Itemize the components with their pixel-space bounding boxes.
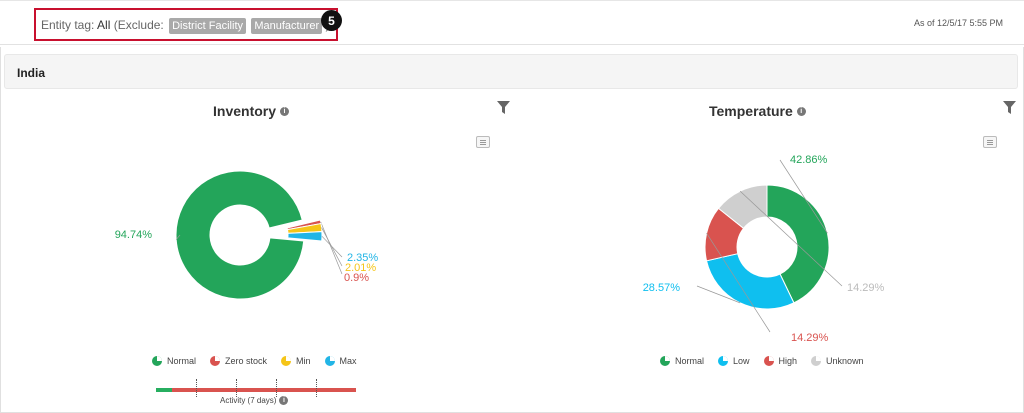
funnel-icon[interactable] [1003,101,1016,115]
activity-bar-normal [156,388,172,392]
activity-tick [276,379,277,397]
filter-bar: Entity tag: All (Exclude: District Facil… [0,0,1024,45]
slice-label-min: 2.01% [345,262,376,274]
slice-label-normal: 42.86% [790,154,828,166]
legend-item-normal[interactable]: Normal [152,356,196,366]
info-icon[interactable]: i [280,106,290,116]
slice-leader-line [739,190,843,287]
exclude-prefix: (Exclude: [113,18,164,32]
info-icon[interactable]: i [796,106,806,116]
legend-pie-icon [660,356,670,366]
activity-tick [316,379,317,397]
funnel-icon[interactable] [497,101,510,115]
exclude-tag-manufacturer[interactable]: Manufacturer [251,18,323,34]
as-of-timestamp: As of 12/5/17 5:55 PM [913,18,1003,28]
chart-menu-icon[interactable] [476,136,490,148]
legend-label: High [778,356,798,366]
legend-label: Max [339,356,357,366]
slice-label-low: 28.57% [643,282,681,294]
legend-label: Normal [675,356,705,366]
legend-item-zero-stock[interactable]: Zero stock [210,356,267,366]
temperature-legend: Normal Low High Unknown [660,356,864,366]
legend-pie-icon [281,356,292,366]
slice-leader-line [696,285,741,304]
slice-normal[interactable] [175,170,305,300]
legend-label: Normal [167,356,197,366]
activity-label-text: Activity (7 days) [220,396,277,405]
temperature-title-text: Temperature [709,103,793,119]
legend-pie-icon [210,356,221,366]
chart-menu-icon[interactable] [983,136,997,148]
info-icon[interactable]: i [279,396,289,405]
slice-leader-line [320,221,343,275]
legend-item-max[interactable]: Max [324,356,357,366]
slice-label-max: 2.35% [347,252,378,264]
activity-label: Activity (7 days) i [220,396,289,405]
slice-label-normal: 94.74% [115,229,153,241]
legend-pie-icon [152,356,162,366]
temperature-title: Temperature i [709,103,806,119]
slice-max[interactable] [287,231,323,242]
slice-leader-line [321,236,343,258]
temperature-donut-chart[interactable]: 42.86% 28.57% 14.29% 14.29% [512,120,1024,350]
slice-label-high: 14.29% [791,332,829,344]
legend-label: Unknown [826,356,864,366]
legend-item-unknown[interactable]: Unknown [811,356,864,366]
legend-pie-icon [718,356,729,366]
legend-item-min[interactable]: Min [281,356,311,366]
inventory-title-text: Inventory [213,103,277,119]
entity-tag-filter-text: Entity tag: All (Exclude: District Facil… [41,18,330,34]
slice-leader-line [175,234,181,240]
slice-label-zero-stock: 0.9% [344,272,369,284]
legend-pie-icon [763,356,774,366]
slice-label-unknown: 14.29% [847,282,885,294]
region-header: India [4,54,1018,89]
dashboard-card [0,47,1024,413]
legend-label: Min [296,356,311,366]
slice-normal[interactable] [766,184,830,304]
legend-item-low[interactable]: Low [718,356,750,366]
legend-item-normal[interactable]: Normal [660,356,704,366]
legend-pie-icon [324,356,335,366]
slice-leader-line [706,233,771,333]
legend-label: Zero stock [225,356,268,366]
slice-leader-line [779,159,828,234]
activity-bar[interactable] [156,388,356,392]
inventory-legend: Normal Zero stock Min Max [152,356,357,366]
inventory-title: Inventory i [213,103,290,119]
exclude-tag-district-facility[interactable]: District Facility [169,18,246,34]
entity-tag-filter[interactable]: Entity tag: All (Exclude: District Facil… [34,8,338,41]
activity-tick [196,379,197,397]
activity-tick [236,379,237,397]
legend-item-high[interactable]: High [763,356,798,366]
entity-tag-value: All [97,18,111,32]
step-badge: 5 [321,10,342,31]
entity-tag-label: Entity tag: [41,18,95,32]
inventory-donut-chart[interactable]: 94.74% 0.9%2.01%2.35% [0,120,512,350]
legend-pie-icon [811,356,822,366]
region-title: India [17,66,46,80]
slice-unknown[interactable] [717,184,768,230]
legend-label: Low [733,356,750,366]
